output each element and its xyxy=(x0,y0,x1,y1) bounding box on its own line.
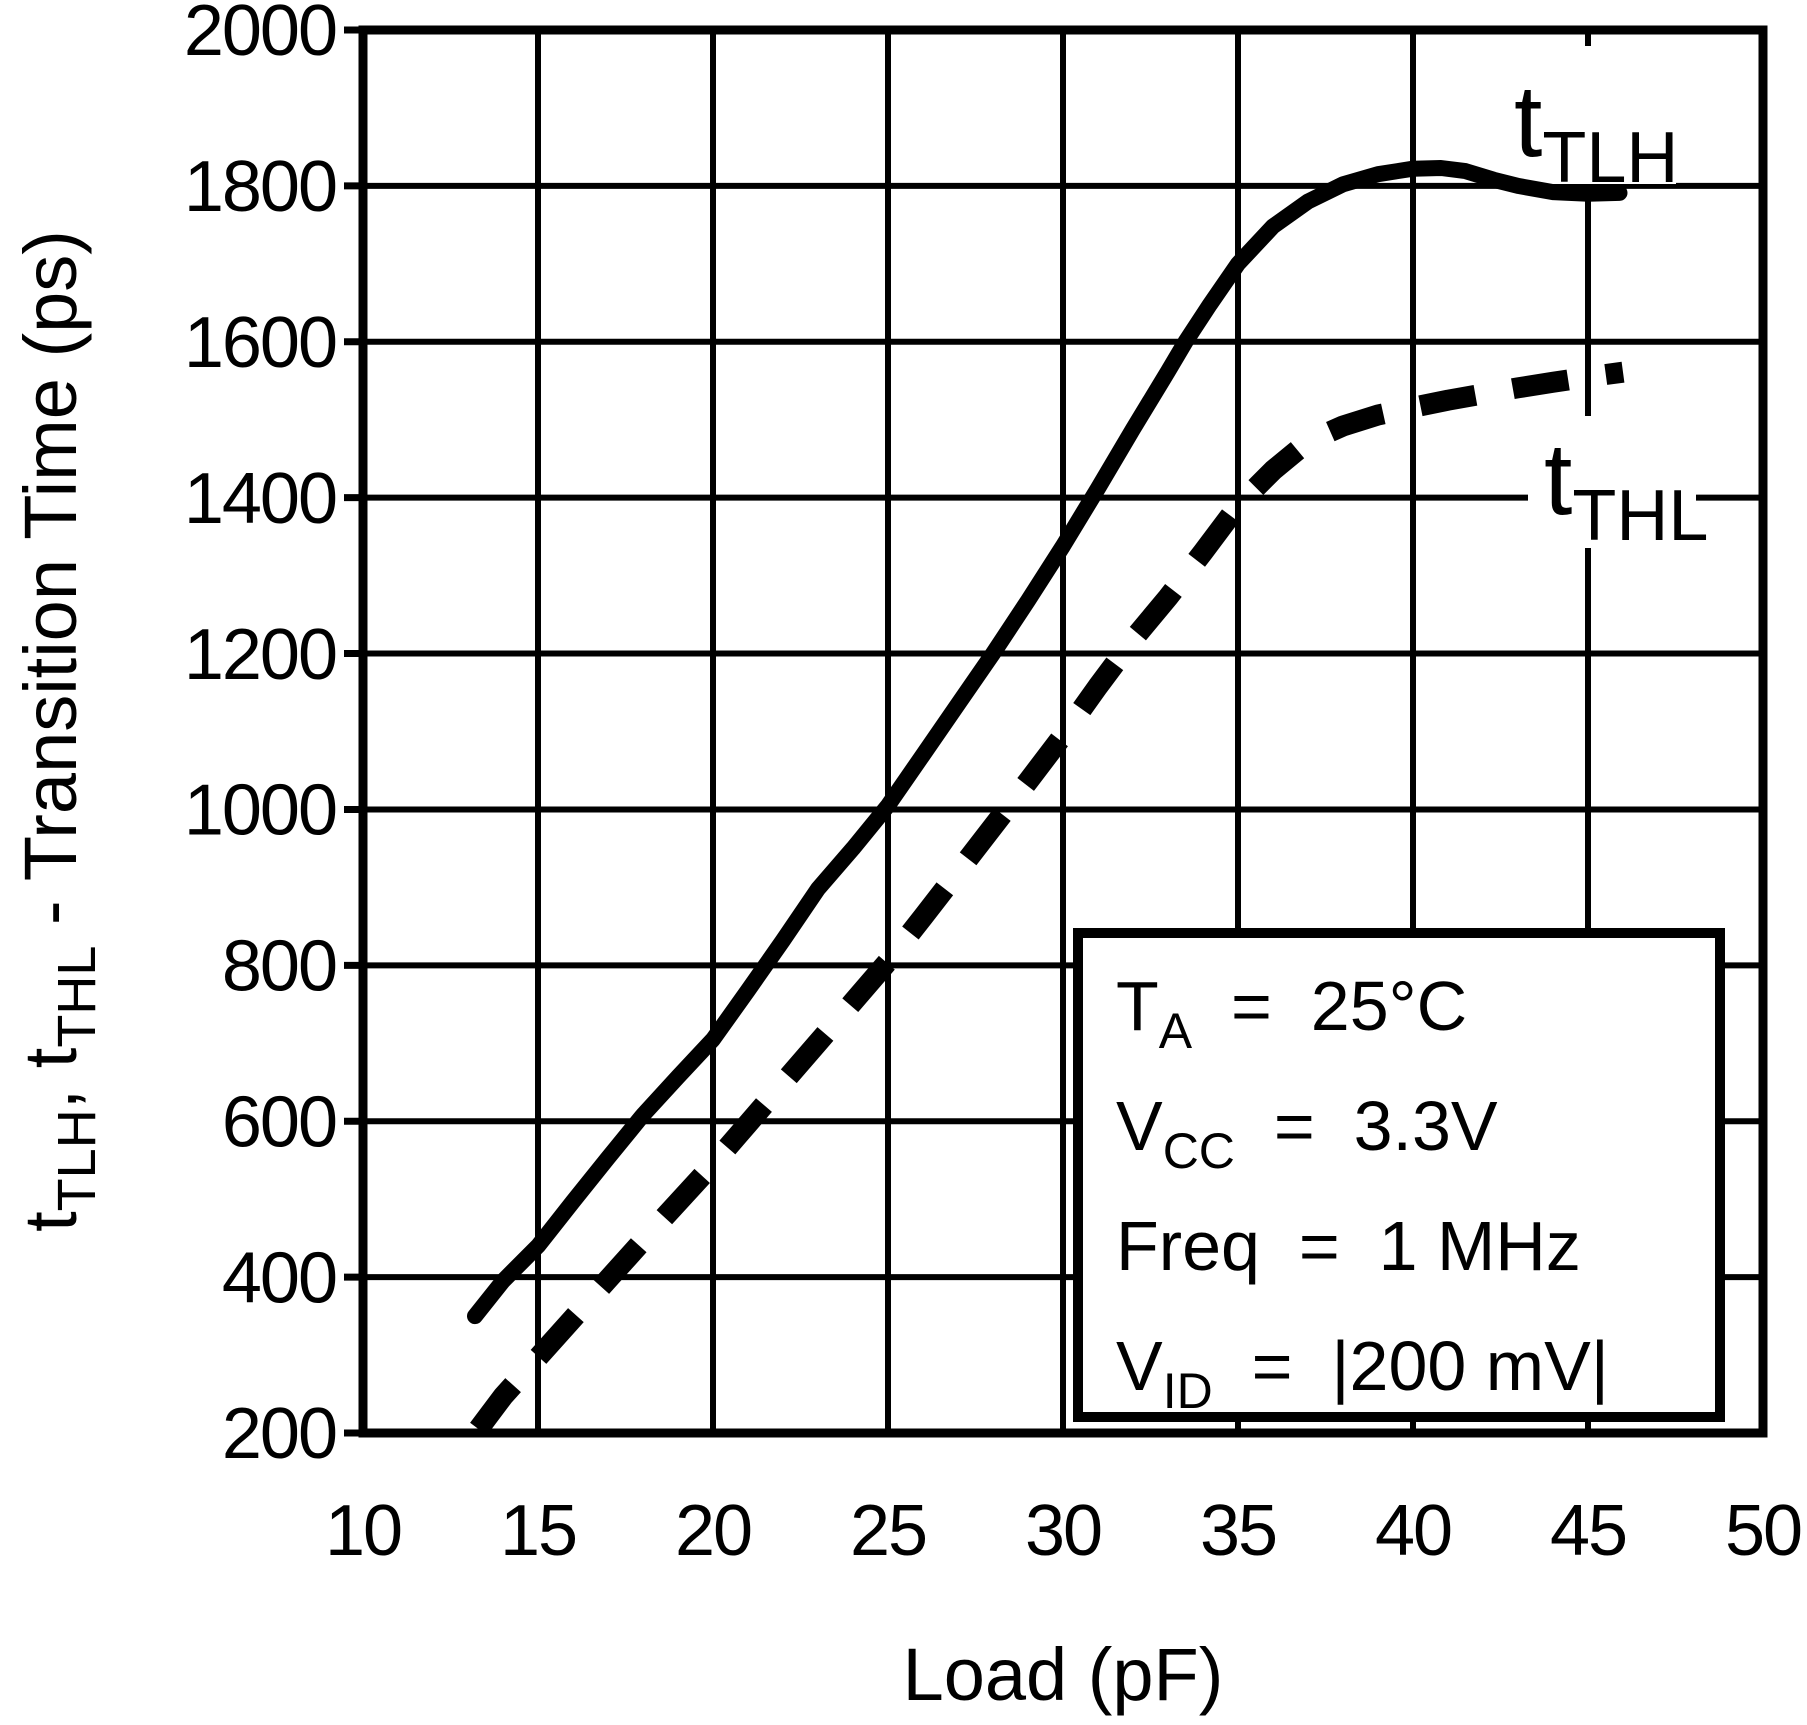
y-tick-label: 1400 xyxy=(184,459,336,539)
annotation-line: VID = |200 mV| xyxy=(1116,1327,1609,1419)
y-tick-label: 1800 xyxy=(184,147,336,227)
annotation-line: TA = 25°C xyxy=(1116,967,1467,1059)
annotation-box xyxy=(1073,928,1725,1422)
x-tick-label: 45 xyxy=(1550,1491,1626,1571)
y-tick-label: 200 xyxy=(222,1394,336,1474)
x-tick-label: 20 xyxy=(675,1491,751,1571)
x-tick-label: 40 xyxy=(1375,1491,1451,1571)
y-tick-label: 1200 xyxy=(184,615,336,695)
ttlh-label-mask xyxy=(1498,46,1676,184)
x-tick-label: 50 xyxy=(1725,1491,1801,1571)
y-tick-label: 1000 xyxy=(184,771,336,851)
x-tick-label: 10 xyxy=(325,1491,401,1571)
series-line-ttlh xyxy=(467,160,1628,1325)
y-tick-label: 600 xyxy=(222,1082,336,1162)
plot-border xyxy=(358,25,1768,1438)
annotation-line: VCC = 3.3V xyxy=(1116,1087,1498,1179)
series-line-tthl xyxy=(470,361,1625,1436)
tthl-curve-label: tTHL xyxy=(1544,422,1708,556)
x-tick-label: 35 xyxy=(1200,1491,1276,1571)
annotation-line: Freq = 1 MHz xyxy=(1116,1207,1581,1285)
x-tick-label: 15 xyxy=(500,1491,576,1571)
x-tick-label: 25 xyxy=(850,1491,926,1571)
y-tick-label: 800 xyxy=(222,927,336,1007)
y-tick-label: 2000 xyxy=(184,0,336,71)
x-tick-label: 30 xyxy=(1025,1491,1101,1571)
y-axis-title: tTLH, tTHL - Transition Time (ps) xyxy=(9,230,107,1232)
y-tick-label: 1600 xyxy=(184,303,336,383)
tthl-label-mask xyxy=(1528,416,1696,548)
y-tick-label: 400 xyxy=(222,1238,336,1318)
x-axis-title: Load (pF) xyxy=(903,1633,1224,1716)
